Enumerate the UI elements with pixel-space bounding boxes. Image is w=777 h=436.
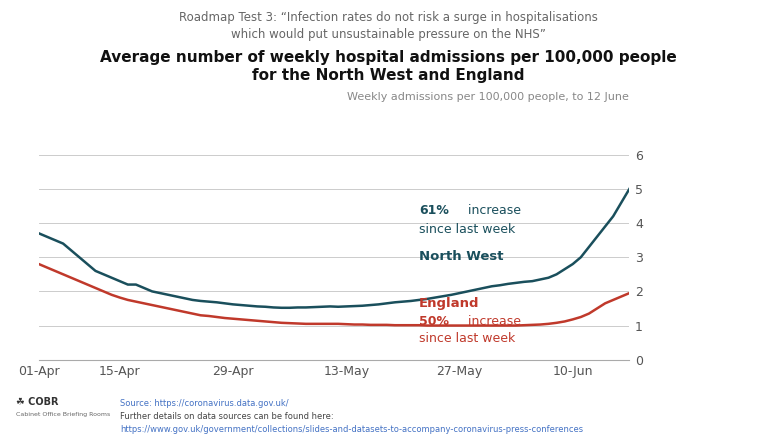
Text: increase: increase — [464, 204, 521, 217]
Text: Source: https://coronavirus.data.gov.uk/: Source: https://coronavirus.data.gov.uk/ — [120, 399, 289, 408]
Text: Further details on data sources can be found here:: Further details on data sources can be f… — [120, 412, 334, 421]
Text: which would put unsustainable pressure on the NHS”: which would put unsustainable pressure o… — [231, 28, 546, 41]
Text: since last week: since last week — [419, 223, 515, 236]
Text: North West: North West — [419, 250, 503, 263]
Text: 61%: 61% — [419, 204, 449, 217]
Text: increase: increase — [464, 315, 521, 328]
Text: https://www.gov.uk/government/collections/slides-and-datasets-to-accompany-coron: https://www.gov.uk/government/collection… — [120, 425, 584, 434]
Text: Cabinet Office Briefing Rooms: Cabinet Office Briefing Rooms — [16, 412, 110, 417]
Text: Weekly admissions per 100,000 people, to 12 June: Weekly admissions per 100,000 people, to… — [347, 92, 629, 102]
Text: ☘ COBR: ☘ COBR — [16, 397, 58, 407]
Text: 50%: 50% — [419, 315, 449, 328]
Text: Roadmap Test 3: “Infection rates do not risk a surge in hospitalisations: Roadmap Test 3: “Infection rates do not … — [179, 11, 598, 24]
Text: for the North West and England: for the North West and England — [253, 68, 524, 82]
Text: Average number of weekly hospital admissions per 100,000 people: Average number of weekly hospital admiss… — [100, 50, 677, 65]
Text: since last week: since last week — [419, 332, 515, 345]
Text: England: England — [419, 296, 479, 310]
